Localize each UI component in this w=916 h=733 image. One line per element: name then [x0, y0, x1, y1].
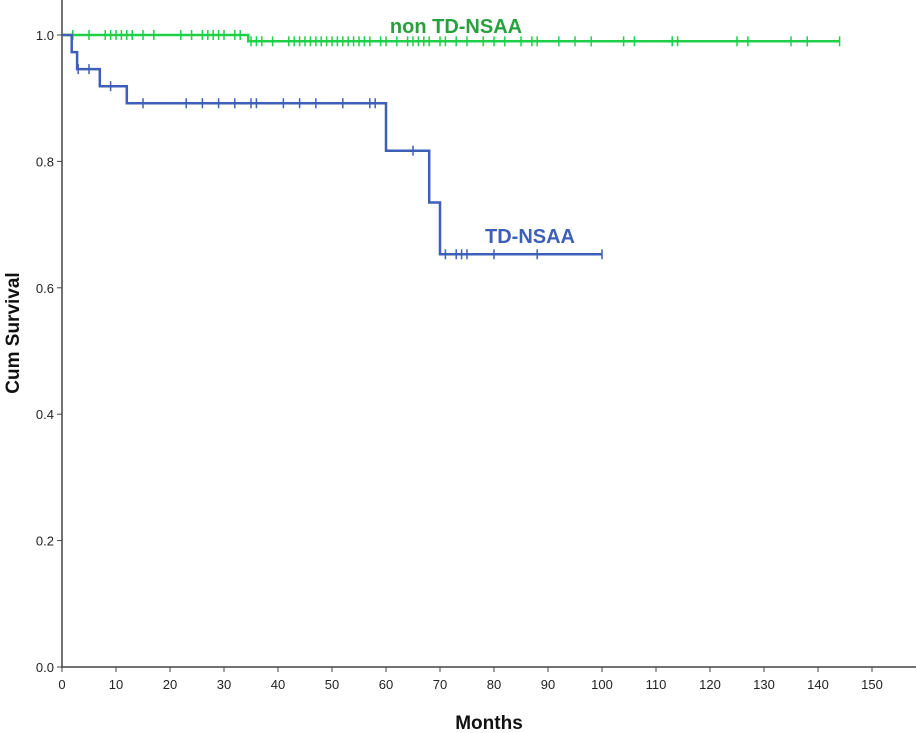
x-tick-label: 30 — [217, 677, 231, 692]
y-tick-label: 0.2 — [36, 534, 54, 549]
x-ticks: 0 10 20 30 40 50 60 70 80 90 100 110 120 130 140 150 — [58, 667, 883, 692]
x-tick-label: 80 — [487, 677, 501, 692]
x-tick-label: 140 — [807, 677, 829, 692]
x-tick-label: 70 — [433, 677, 447, 692]
series-layer — [62, 30, 841, 260]
x-tick-label: 130 — [753, 677, 775, 692]
y-tick-label: 0.8 — [36, 154, 54, 169]
x-tick-label: 60 — [379, 677, 393, 692]
series-td-nsaa — [62, 33, 603, 260]
x-tick-label: 50 — [325, 677, 339, 692]
y-tick-label: 0.4 — [36, 407, 54, 422]
x-tick-label: 90 — [541, 677, 555, 692]
axes — [61, 0, 916, 668]
y-tick-label: 1.0 — [36, 28, 54, 43]
y-tick-label: 0.0 — [36, 660, 54, 675]
x-tick-label: 110 — [646, 677, 667, 692]
survival-step-line — [62, 33, 602, 256]
series-label-td-nsaa: TD-NSAA — [485, 226, 575, 248]
series-non-td-nsaa — [62, 30, 841, 47]
x-tick-label: 100 — [591, 677, 613, 692]
x-tick-label: 150 — [861, 677, 883, 692]
x-tick-label: 120 — [699, 677, 721, 692]
survival-step-line — [62, 33, 840, 43]
y-axis-title: Cum Survival — [3, 272, 24, 393]
x-tick-label: 40 — [271, 677, 285, 692]
x-tick-label: 0 — [58, 677, 65, 692]
y-tick-label: 0.6 — [36, 281, 54, 296]
x-tick-label: 10 — [109, 677, 123, 692]
series-label-non-td-nsaa: non TD-NSAA — [390, 16, 522, 38]
x-axis-title: Months — [455, 713, 523, 733]
x-tick-label: 20 — [163, 677, 177, 692]
y-ticks: 0.0 0.2 0.4 0.6 0.8 1.0 — [36, 28, 62, 675]
